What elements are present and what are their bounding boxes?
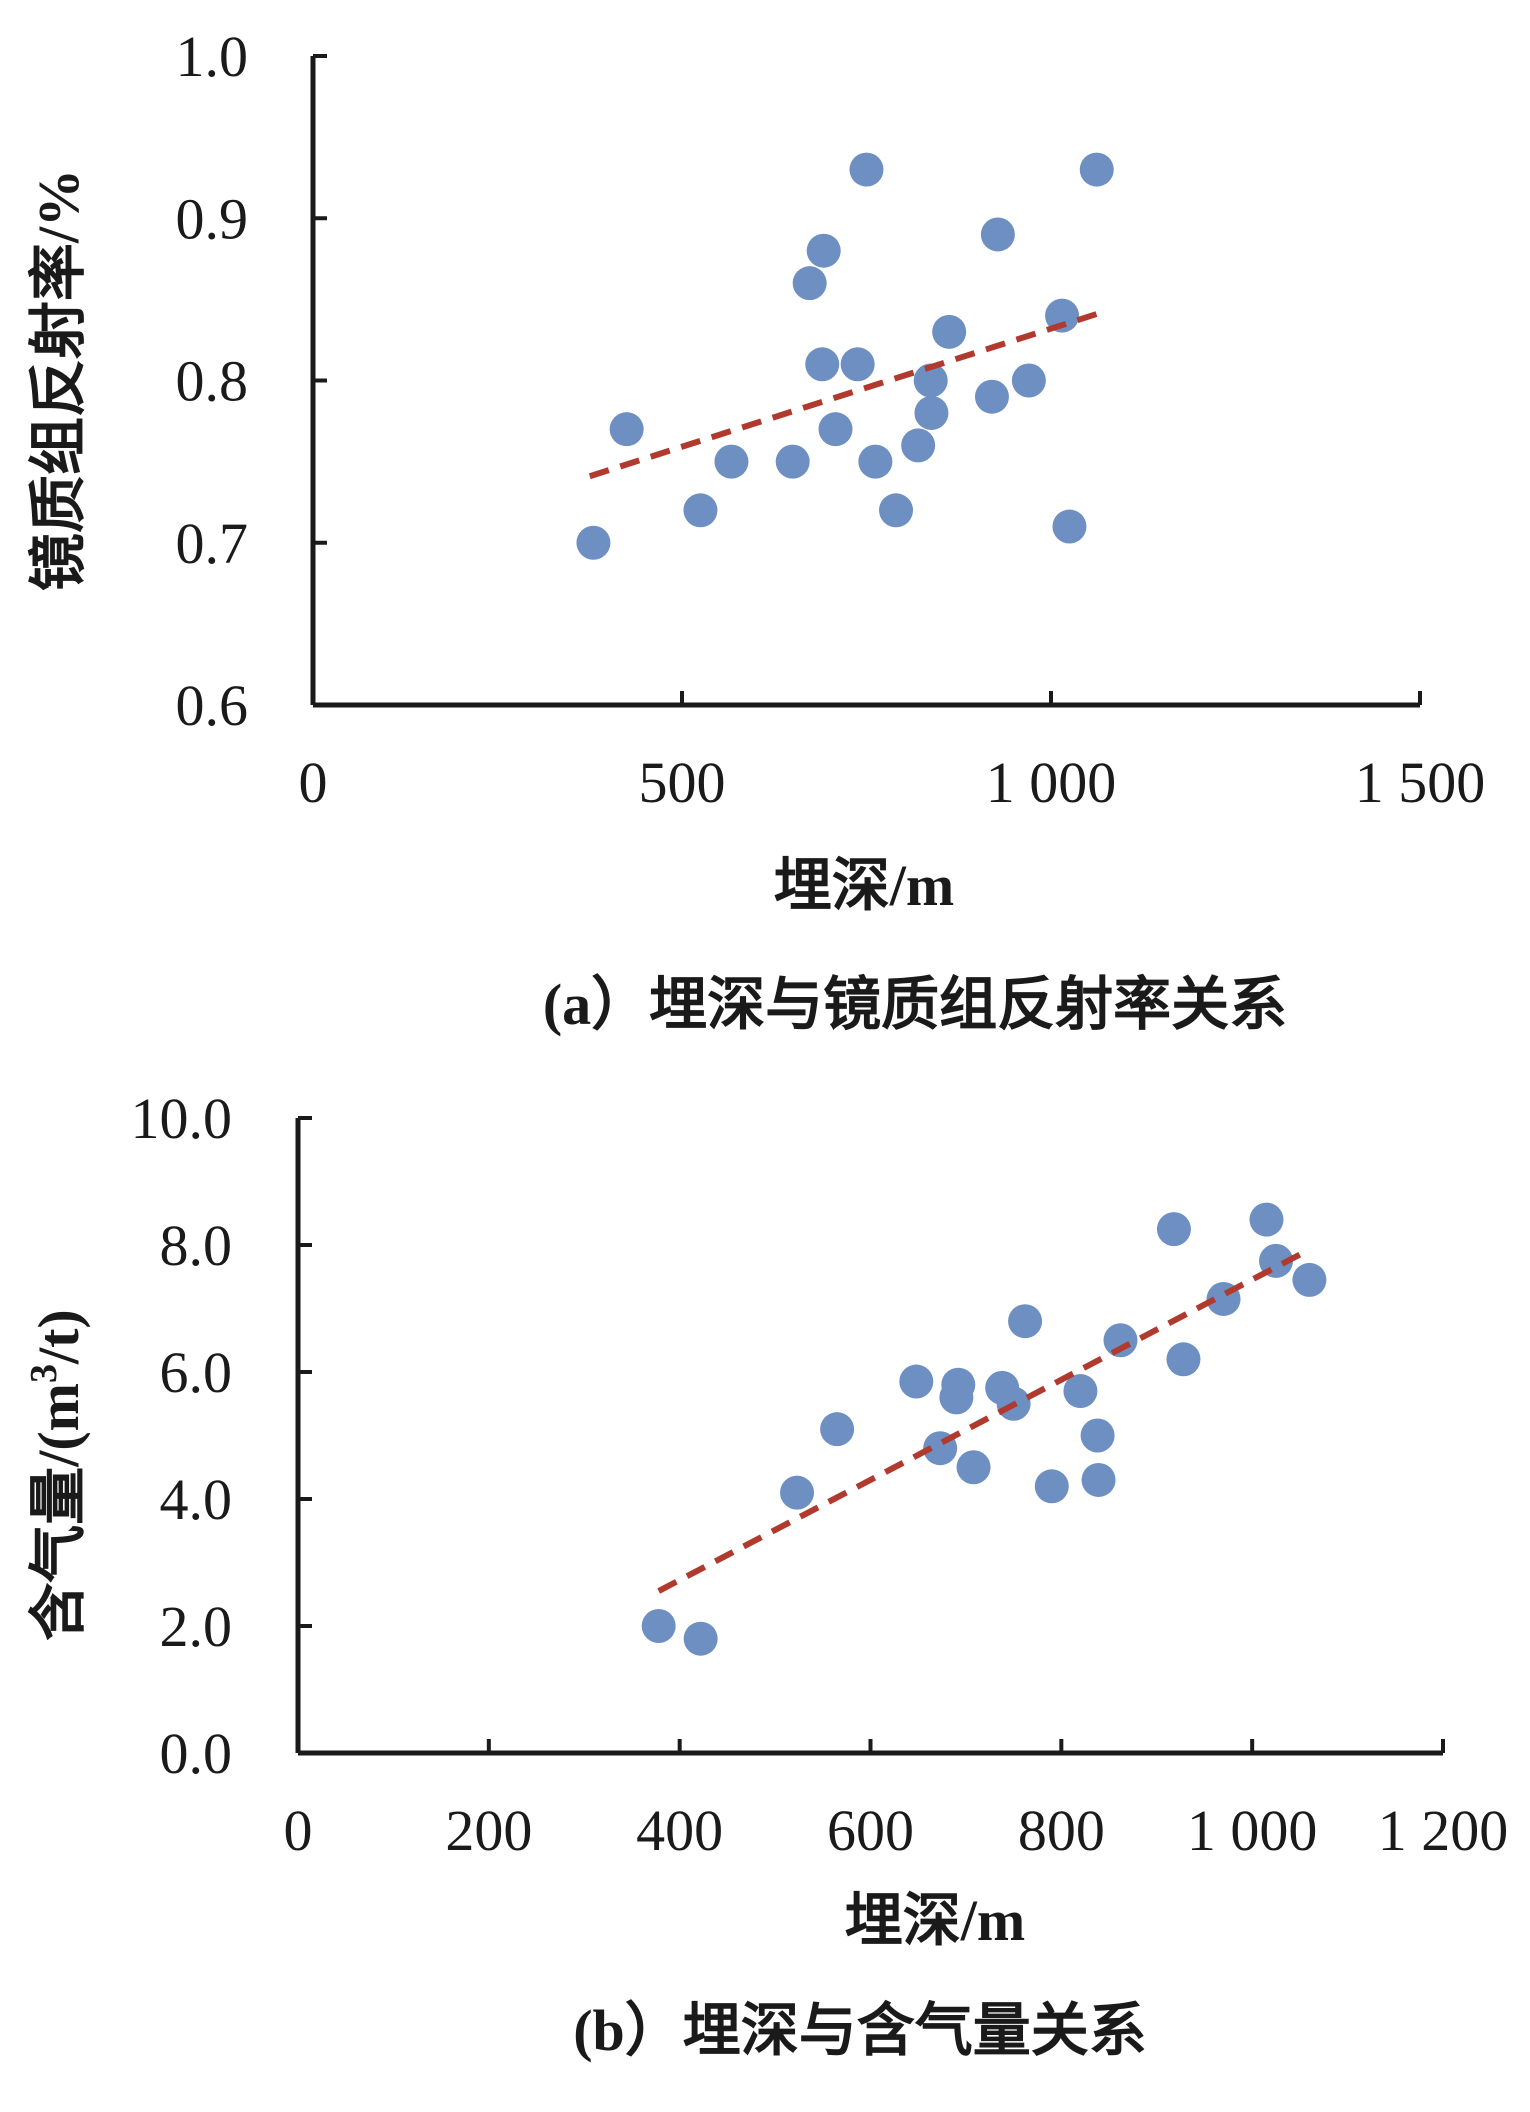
chart-b-y-tick-label: 0.0: [160, 1721, 233, 1786]
chart-b-data-point: [1080, 1418, 1115, 1453]
chart-a-data-point: [1011, 363, 1046, 398]
chart-a-x-tick-label: 1 500: [1355, 750, 1486, 815]
chart-a-data-point: [818, 412, 853, 447]
chart-a-data-point: [1045, 298, 1080, 333]
chart-b-y-label-tail: /t): [26, 1309, 91, 1365]
chart-b-points: [641, 1202, 1327, 1656]
chart-a-data-point: [932, 314, 967, 349]
chart-a-x-axis-label: 埋深/m: [774, 853, 954, 918]
chart-a-data-point: [792, 266, 827, 301]
chart-b-x-tick-label: 1 000: [1187, 1798, 1318, 1863]
chart-b-x-tick-label: 400: [636, 1798, 723, 1863]
chart-b-x-axis-label: 埋深/m: [845, 1888, 1025, 1953]
chart-b-data-point: [899, 1364, 934, 1399]
chart-b-x-tick-label: 1 200: [1378, 1798, 1509, 1863]
chart-b-data-point: [641, 1609, 676, 1643]
chart-b-data-point: [1166, 1342, 1201, 1377]
chart-a-data-point: [714, 444, 749, 479]
chart-a-x-tick-label: 1 000: [986, 750, 1117, 815]
chart-a-data-point: [576, 525, 611, 560]
chart-b-y-tick-label: 2.0: [160, 1594, 233, 1659]
chart-a-data-point: [683, 493, 718, 528]
chart-a-data-point: [974, 379, 1009, 414]
chart-b-data-point: [1008, 1304, 1043, 1339]
chart-b-trendline: [657, 1251, 1302, 1594]
chart-a-x-tick-label: 0: [299, 750, 328, 815]
chart-b-y-axis-label: 含气量/(m3/t): [23, 1309, 91, 1641]
chart-a-data-point: [1079, 152, 1114, 187]
chart-b-data-point: [820, 1412, 855, 1447]
chart-a-y-tick-label: 0.7: [176, 511, 249, 576]
chart-b-data-point: [1063, 1374, 1098, 1409]
chart-b-tick-labels: 0 200 400 600 800 1 000 1 200 0.0 2.0 4.0 6.0 8.0 10…: [131, 1086, 1509, 1863]
chart-a-data-point: [858, 444, 893, 479]
chart-a-y-tick-label: 0.9: [176, 186, 249, 251]
chart-b-data-point: [780, 1475, 815, 1510]
chart-a-data-point: [849, 152, 884, 187]
chart-b-x-tick-label: 600: [827, 1798, 914, 1863]
chart-b-data-point: [941, 1367, 976, 1402]
chart-b-y-tick-label: 10.0: [131, 1086, 233, 1151]
chart-a-data-point: [840, 347, 875, 382]
chart-a-data-point: [913, 363, 948, 398]
chart-b-data-point: [1249, 1202, 1284, 1237]
chart-b-x-tick-label: 800: [1018, 1798, 1105, 1863]
chart-a-caption: (a）埋深与镜质组反射率关系: [543, 972, 1287, 1037]
chart-a-trendline: [588, 311, 1098, 480]
chart-b-y-tick-label: 4.0: [160, 1467, 233, 1532]
chart-b-caption: (b）埋深与含气量关系: [573, 1998, 1147, 2063]
chart-b-data-point: [683, 1621, 718, 1656]
chart-b: 0 200 400 600 800 1 000 1 200 0.0 2.0 4.0 6.0 8.0 10…: [23, 1086, 1508, 2063]
chart-a-data-point: [1052, 509, 1087, 544]
chart-b-data-point: [1081, 1462, 1116, 1497]
chart-b-data-point: [956, 1450, 991, 1485]
chart-b-data-point: [1292, 1262, 1327, 1297]
chart-a-y-tick-label: 0.6: [176, 673, 249, 738]
chart-a-points: [576, 152, 1114, 560]
chart-a-y-tick-label: 1.0: [176, 24, 249, 89]
chart-a-y-axis-label: 镜质组反射率/%: [26, 169, 91, 591]
chart-a-y-tick-label: 0.8: [176, 349, 249, 414]
chart-a-data-point: [879, 493, 914, 528]
chart-b-x-tick-label: 0: [284, 1798, 313, 1863]
chart-a: 0 500 1 000 1 500 0.6 0.7 0.8 0.9 1.0 埋深/m 镜质组反射…: [26, 24, 1485, 1037]
chart-a-data-point: [609, 412, 644, 447]
chart-b-y-label-main: 含气量/(m: [26, 1383, 91, 1641]
chart-b-x-tick-label: 200: [445, 1798, 532, 1863]
chart-a-data-point: [806, 233, 841, 268]
chart-a-data-point: [775, 444, 810, 479]
chart-a-tick-labels: 0 500 1 000 1 500 0.6 0.7 0.8 0.9 1.0: [176, 24, 1486, 815]
chart-b-data-point: [1103, 1323, 1138, 1358]
chart-b-data-point: [1156, 1212, 1191, 1247]
chart-b-data-point: [1034, 1469, 1069, 1504]
chart-b-y-tick-label: 6.0: [160, 1340, 233, 1405]
chart-b-y-label-sup: 3: [23, 1364, 65, 1383]
chart-a-data-point: [805, 347, 840, 382]
chart-a-data-point: [914, 395, 949, 430]
chart-a-data-point: [980, 217, 1015, 252]
chart-b-y-tick-label: 8.0: [160, 1213, 233, 1278]
chart-a-data-point: [901, 428, 936, 463]
chart-a-x-tick-label: 500: [639, 750, 726, 815]
